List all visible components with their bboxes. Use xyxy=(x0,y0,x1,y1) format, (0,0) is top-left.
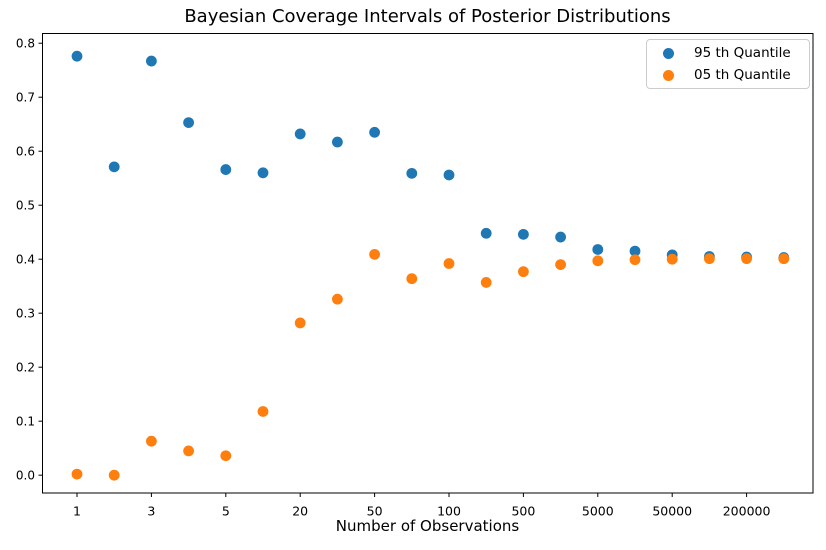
data-point xyxy=(71,468,83,480)
y-tick-label: 0.3 xyxy=(16,306,35,320)
data-point xyxy=(332,136,343,148)
data-point xyxy=(592,255,604,267)
data-point xyxy=(108,469,120,481)
data-point xyxy=(406,273,418,285)
x-tick-label: 200000 xyxy=(723,504,771,519)
data-point xyxy=(220,450,232,462)
data-point xyxy=(220,164,232,175)
y-tick-label: 0.5 xyxy=(16,198,35,212)
x-axis-label: Number of Observations xyxy=(335,517,520,535)
legend-item-05th-quantile: 05 th Quantile xyxy=(663,64,809,86)
x-tick-label: 20 xyxy=(292,504,308,519)
data-point xyxy=(518,228,529,240)
data-point xyxy=(71,50,83,62)
data-point xyxy=(257,167,269,179)
y-tick-label: 0.2 xyxy=(16,360,35,374)
x-tick-label: 1 xyxy=(73,504,81,519)
data-point xyxy=(369,248,380,260)
data-point xyxy=(108,161,120,173)
data-point xyxy=(146,55,157,67)
data-point xyxy=(666,253,678,265)
data-point xyxy=(555,231,566,243)
x-tick-label: 50000 xyxy=(652,504,692,519)
data-point xyxy=(480,227,492,239)
data-point xyxy=(778,253,790,265)
legend: 95 th Quantile 05 th Quantile xyxy=(646,39,810,89)
y-tick-label: 0.0 xyxy=(16,468,35,482)
x-tick-label: 5000 xyxy=(582,504,614,519)
data-point xyxy=(294,128,306,140)
x-tick-label: 50 xyxy=(367,504,383,519)
y-tick-label: 0.8 xyxy=(16,36,35,50)
y-tick-label: 0.4 xyxy=(16,252,35,266)
data-point xyxy=(443,258,455,269)
x-tick-label: 100 xyxy=(437,504,461,519)
data-point xyxy=(332,293,343,305)
legend-label-05th: 05 th Quantile xyxy=(694,67,791,83)
x-tick-label: 3 xyxy=(147,504,155,519)
x-tick-label: 5 xyxy=(222,504,230,519)
y-tick-label: 0.7 xyxy=(16,90,35,104)
chart-title: Bayesian Coverage Intervals of Posterior… xyxy=(184,6,671,27)
data-point xyxy=(592,244,604,255)
data-point xyxy=(183,117,195,128)
data-point xyxy=(480,277,492,288)
data-point xyxy=(183,445,195,457)
data-point xyxy=(741,253,752,265)
data-point xyxy=(555,259,566,270)
data-point xyxy=(443,169,455,181)
legend-item-95th-quantile: 95 th Quantile xyxy=(663,42,809,64)
data-point xyxy=(146,435,157,447)
legend-marker-icon xyxy=(663,47,674,59)
data-point xyxy=(518,266,529,278)
data-point xyxy=(369,126,380,138)
data-point xyxy=(629,245,641,257)
x-tick-label: 500 xyxy=(511,504,535,519)
data-point xyxy=(406,167,418,179)
axes-spines xyxy=(42,33,814,494)
data-point xyxy=(704,253,715,265)
data-point xyxy=(294,317,306,329)
legend-marker-icon xyxy=(663,69,674,81)
data-point xyxy=(257,406,269,417)
y-tick-label: 0.6 xyxy=(16,144,35,158)
y-tick-label: 0.1 xyxy=(16,414,35,428)
data-point xyxy=(629,254,641,266)
legend-label-95th: 95 th Quantile xyxy=(694,45,791,61)
